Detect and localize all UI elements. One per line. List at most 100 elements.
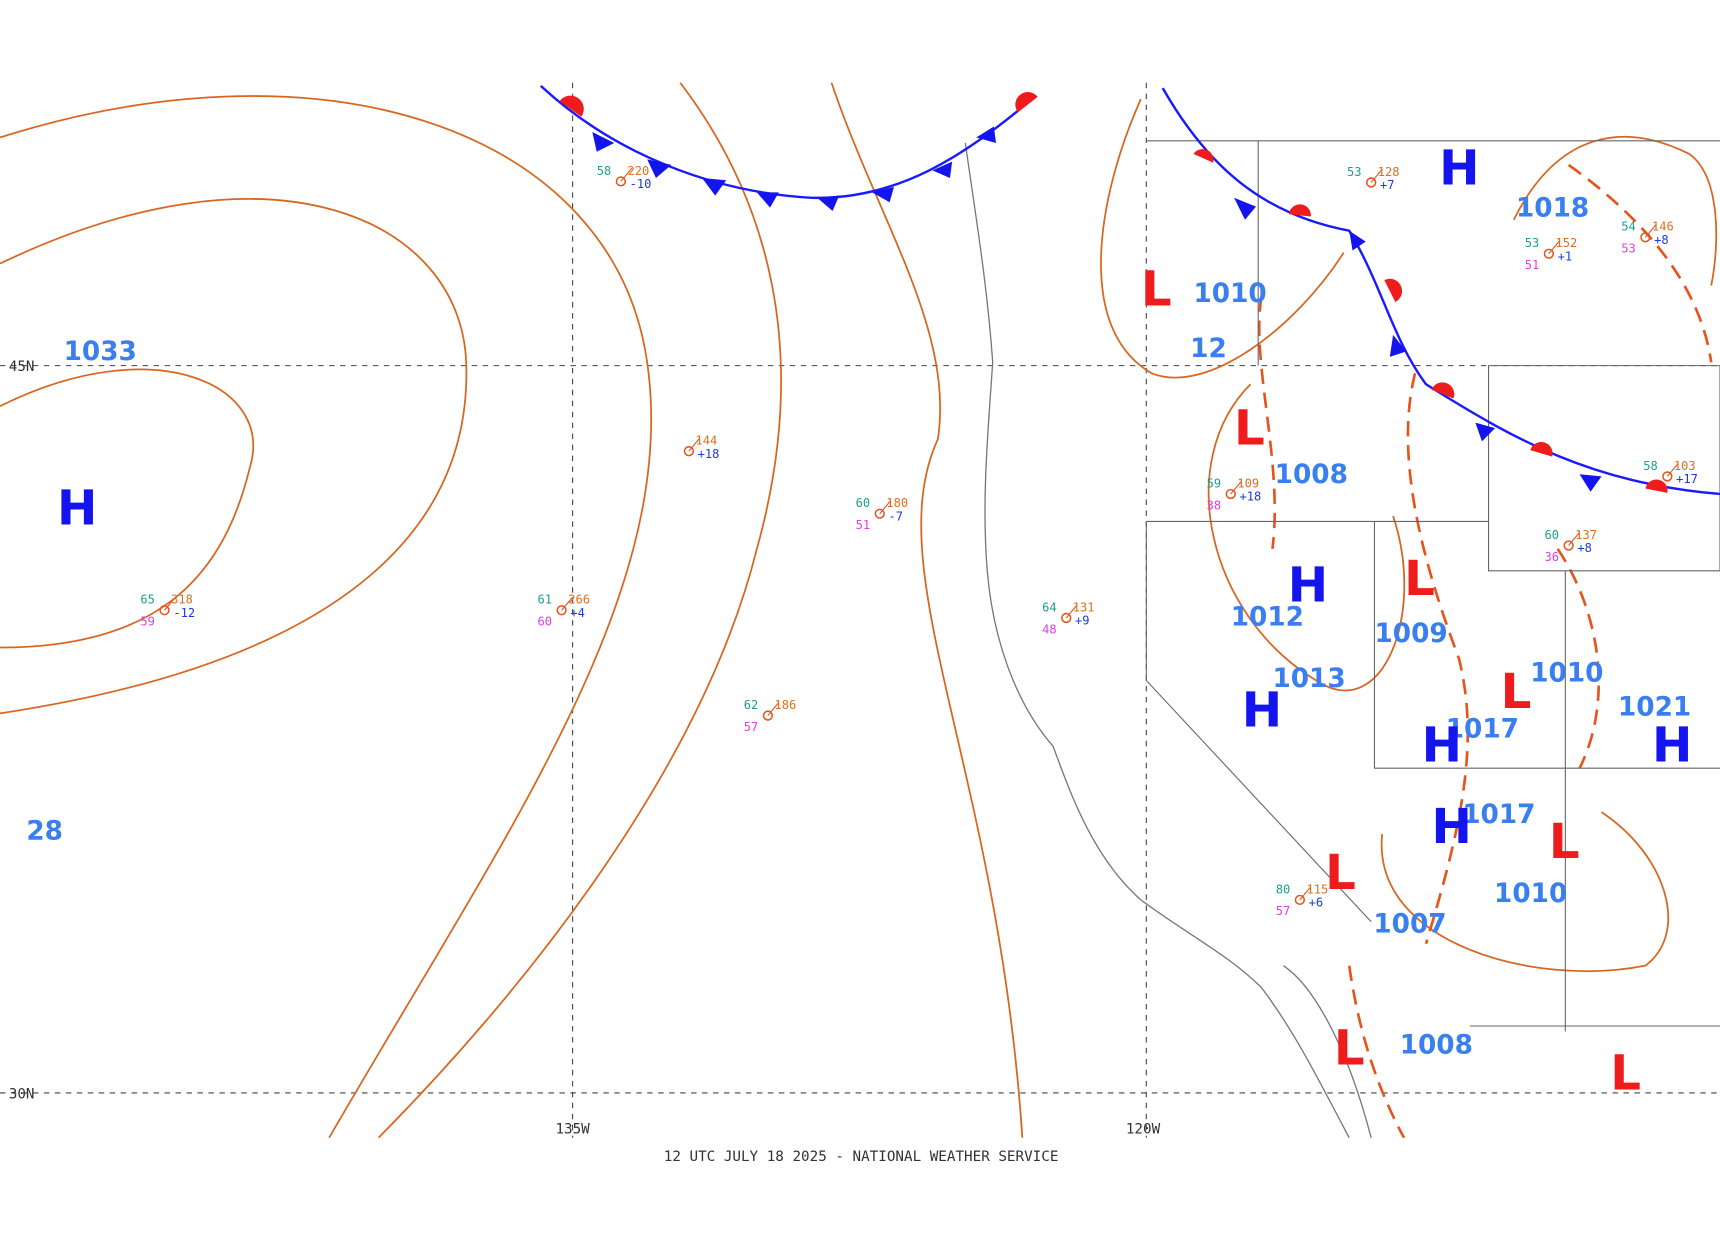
wind-barb xyxy=(1299,886,1312,901)
station-pressure: 318 xyxy=(171,593,193,607)
high-center: H xyxy=(1242,683,1282,739)
station-circle xyxy=(159,605,170,616)
station-circle xyxy=(1640,232,1651,243)
station-tendency: +9 xyxy=(1075,614,1090,628)
station-circle xyxy=(1061,612,1072,624)
station-pressure: 180 xyxy=(886,496,908,510)
isobar xyxy=(1380,811,1670,972)
station-temp: 54 xyxy=(1621,220,1636,234)
station-tendency: +8 xyxy=(1654,233,1669,247)
isobar-label: 1010 xyxy=(1494,879,1567,909)
station-tendency: +18 xyxy=(698,447,720,461)
station-tendency: +6 xyxy=(1309,895,1324,909)
station-circle xyxy=(1294,894,1306,906)
station-tendency: +8 xyxy=(1577,541,1592,555)
low-center: L xyxy=(1549,814,1580,870)
station-dewpoint: 38 xyxy=(1207,498,1222,512)
station-pressure: 220 xyxy=(627,164,649,178)
isobar-label: 1010 xyxy=(1530,659,1603,689)
station-circle xyxy=(1366,177,1377,188)
station-temp: 60 xyxy=(856,496,871,510)
isobar xyxy=(830,82,1024,1138)
high-center: H xyxy=(1432,799,1472,855)
station-circle xyxy=(683,446,695,457)
station-plots: 65 318 59 -12 61 266 60 +4 62 186 57 60 180 51 -7 58 220… xyxy=(140,164,1697,918)
station-pressure: 128 xyxy=(1378,165,1400,179)
station-temp: 53 xyxy=(1347,165,1362,179)
trough xyxy=(1257,296,1276,549)
wind-barb xyxy=(1370,168,1383,183)
isobar-label: 1012 xyxy=(1231,603,1304,633)
station-dewpoint: 57 xyxy=(744,720,759,734)
station-temp: 60 xyxy=(1544,528,1559,542)
isobar-label: 1013 xyxy=(1272,664,1345,694)
trough xyxy=(1567,163,1713,363)
station-pressure: 137 xyxy=(1575,528,1597,542)
station-tendency: +18 xyxy=(1240,490,1262,504)
station-temp: 62 xyxy=(744,698,759,712)
isobar xyxy=(0,95,652,1138)
station-tendency: -10 xyxy=(630,177,652,191)
isobar-label: 1010 xyxy=(1193,279,1266,309)
station-dewpoint: 57 xyxy=(1276,904,1291,918)
station-dewpoint: 48 xyxy=(1042,622,1057,636)
wind-barb xyxy=(1644,223,1657,238)
isobar-label: 1009 xyxy=(1374,619,1447,649)
high-center: H xyxy=(1422,718,1462,774)
trough xyxy=(1347,965,1406,1138)
station-dewpoint: 59 xyxy=(140,615,155,629)
isobar xyxy=(0,368,254,649)
coastline xyxy=(964,142,1372,1138)
station-dewpoint: 36 xyxy=(1544,550,1559,564)
station-temp: 64 xyxy=(1042,600,1057,614)
wind-barb xyxy=(688,437,701,452)
isobar-label: 1018 xyxy=(1516,193,1589,223)
isobar xyxy=(1100,98,1345,379)
lon-label: 120W xyxy=(1126,1121,1161,1137)
lat-label: 45N xyxy=(9,359,35,375)
station-circle xyxy=(1543,248,1555,259)
lon-label: 135W xyxy=(555,1121,590,1137)
station-circle xyxy=(762,710,774,721)
front xyxy=(539,85,1027,200)
station-pressure: 109 xyxy=(1237,476,1259,490)
isobar-label: 1007 xyxy=(1373,910,1446,940)
station-pressure: 103 xyxy=(1674,459,1696,473)
station-circle xyxy=(874,508,885,519)
high-center: H xyxy=(57,481,97,537)
wind-barb xyxy=(1568,532,1581,546)
station-dewpoint: 51 xyxy=(1525,258,1540,272)
low-center: L xyxy=(1141,261,1172,317)
wind-barb xyxy=(620,167,633,182)
station-tendency: +4 xyxy=(570,606,585,620)
station-pressure: 152 xyxy=(1555,236,1577,250)
low-center: L xyxy=(1334,1020,1365,1076)
wind-barb xyxy=(879,500,892,515)
low-center: L xyxy=(1501,664,1532,720)
isobar xyxy=(1512,136,1718,286)
station-tendency: +1 xyxy=(1558,249,1573,263)
wind-barb xyxy=(1548,240,1561,255)
station-circle xyxy=(556,605,567,616)
low-center: L xyxy=(1404,551,1435,607)
high-center: H xyxy=(1652,718,1692,774)
station-dewpoint: 51 xyxy=(856,518,871,532)
isobar xyxy=(1207,383,1406,692)
station-temp: 58 xyxy=(597,164,612,178)
map-area: 1033 28 1010 1008 1012 1009 1013 1017 10… xyxy=(0,82,1720,1138)
station-pressure: 186 xyxy=(774,698,796,712)
trough xyxy=(1406,372,1470,945)
isobar-label: 28 xyxy=(26,817,63,847)
state-border xyxy=(1145,140,1720,1032)
isobar-label: 12 xyxy=(1190,334,1227,364)
wind-barb xyxy=(561,596,574,611)
lat-label: 30N xyxy=(9,1086,35,1102)
isobar-label: 1017 xyxy=(1462,800,1535,830)
wind-barb xyxy=(767,702,780,716)
station-circle xyxy=(615,176,627,187)
isobar-label: 1017 xyxy=(1446,715,1519,745)
isobar-label: 1033 xyxy=(64,337,137,367)
station-temp: 61 xyxy=(538,593,553,607)
